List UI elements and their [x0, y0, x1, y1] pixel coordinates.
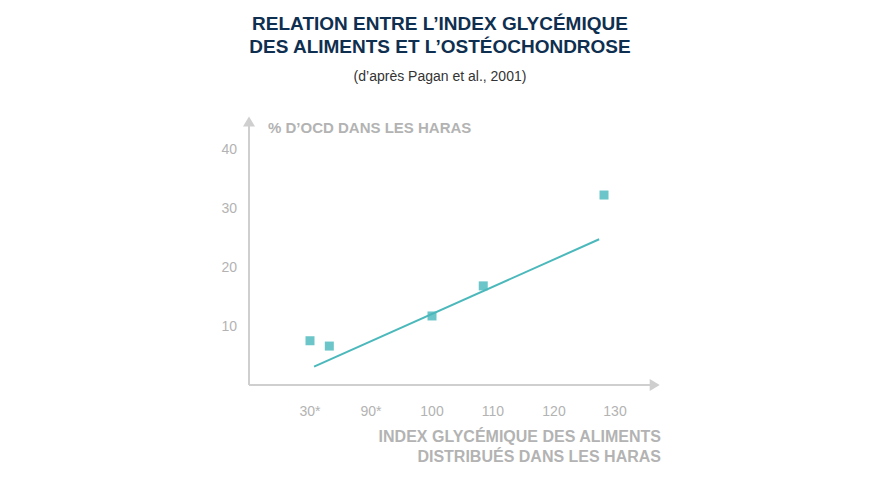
data-point [325, 342, 334, 351]
data-point [306, 336, 315, 345]
x-axis [249, 384, 658, 386]
trend-line [314, 239, 599, 366]
y-axis-label: % D’OCD DANS LES HARAS [268, 119, 471, 136]
y-axis-arrow [243, 117, 255, 127]
x-axis-label: DISTRIBUÉS DANS LES HARAS [417, 447, 661, 465]
plot-area [306, 191, 609, 367]
x-tick-label: 90* [360, 403, 382, 419]
chart-container: RELATION ENTRE L’INDEX GLYCÉMIQUEDES ALI… [0, 0, 880, 479]
x-tick-label: 100 [420, 403, 444, 419]
x-tick-label: 110 [482, 403, 505, 419]
data-point [600, 191, 609, 200]
x-tick-label: 130 [603, 403, 627, 419]
x-axis-label: INDEX GLYCÉMIQUE DES ALIMENTS [379, 427, 662, 445]
chart-subtitle: (d’après Pagan et al., 2001) [354, 68, 527, 84]
y-tick-label: 20 [221, 259, 237, 275]
x-tick-label: 120 [542, 403, 566, 419]
y-tick-label: 40 [221, 141, 237, 157]
y-axis [248, 120, 250, 386]
x-tick-label: 30* [299, 403, 321, 419]
y-tick-label: 10 [221, 318, 237, 334]
chart-title: DES ALIMENTS ET L’OSTÉOCHONDROSE [249, 36, 630, 57]
x-axis-arrow [650, 379, 660, 391]
chart-svg: RELATION ENTRE L’INDEX GLYCÉMIQUEDES ALI… [0, 0, 880, 479]
y-tick-label: 30 [221, 200, 237, 216]
chart-title: RELATION ENTRE L’INDEX GLYCÉMIQUE [252, 13, 628, 34]
